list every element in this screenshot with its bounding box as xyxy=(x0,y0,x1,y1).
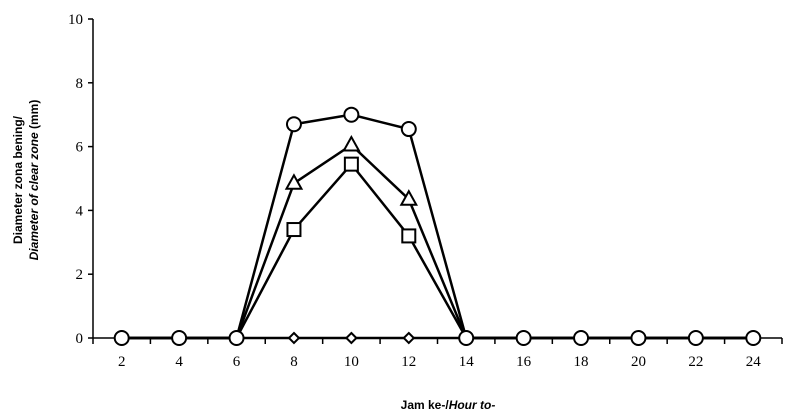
marker-circle xyxy=(400,121,417,138)
x-tick-label: 24 xyxy=(746,354,762,370)
marker-diamond xyxy=(287,331,301,345)
x-tick-label: 22 xyxy=(688,354,703,370)
y-axis-title-line1: Diameter zona bening/ xyxy=(11,115,25,244)
x-axis-title-italic: Hour to- xyxy=(449,398,496,412)
y-tick-label: 8 xyxy=(76,76,84,92)
marker-circle xyxy=(228,330,245,346)
x-tick-label: 2 xyxy=(118,354,126,370)
x-tick-label: 6 xyxy=(233,354,241,370)
series-line-triangle xyxy=(121,143,754,340)
marker-circle xyxy=(343,106,360,123)
marker-circle xyxy=(458,330,475,346)
marker-circle xyxy=(113,330,130,346)
x-tick-label: 16 xyxy=(516,354,532,370)
marker-diamond xyxy=(344,331,358,345)
marker-triangle xyxy=(284,173,304,190)
series-line-square xyxy=(121,162,754,340)
y-axis: 0 2 4 6 8 10 xyxy=(68,12,94,347)
marker-square xyxy=(286,222,302,238)
marker-square xyxy=(343,156,359,172)
marker-triangle xyxy=(342,134,361,152)
marker-triangle xyxy=(399,189,418,206)
x-tick-label: 12 xyxy=(401,354,416,370)
y-axis-title-line2-italic: Diameter of clear zone xyxy=(27,129,41,260)
marker-circle xyxy=(687,330,704,346)
x-tick-label: 14 xyxy=(459,354,475,370)
x-axis-title-plain: Jam ke-/ xyxy=(401,398,450,412)
marker-circle xyxy=(630,330,647,346)
y-tick-label: 0 xyxy=(76,331,84,347)
marker-circle xyxy=(745,330,762,346)
x-tick-label: 10 xyxy=(344,354,359,370)
x-axis-title: Jam ke-/Hour to- xyxy=(401,398,496,412)
marker-circle xyxy=(171,330,188,346)
x-tick-label: 20 xyxy=(631,354,646,370)
x-axis: 2 4 6 8 10 12 14 16 18 20 22 24 xyxy=(92,337,783,370)
x-tick-label: 18 xyxy=(574,354,589,370)
x-tick-label: 8 xyxy=(290,354,298,370)
series-layer xyxy=(113,106,762,346)
marker-circle xyxy=(573,330,590,346)
marker-circle xyxy=(515,330,532,346)
series-line-circle xyxy=(121,113,754,340)
y-tick-label: 6 xyxy=(76,140,84,156)
y-tick-label: 10 xyxy=(68,12,83,28)
marker-circle xyxy=(285,116,302,133)
y-tick-label: 4 xyxy=(76,203,84,219)
y-axis-title-line2-plain: (mm) xyxy=(27,100,41,129)
marker-square xyxy=(401,228,417,244)
y-axis-title-line2: Diameter of clear zone (mm) xyxy=(27,100,41,261)
marker-diamond xyxy=(402,331,416,345)
y-axis-title: Diameter zona bening/ Diameter of clear … xyxy=(11,100,41,261)
x-tick-label: 4 xyxy=(175,354,183,370)
y-tick-label: 2 xyxy=(76,267,84,283)
